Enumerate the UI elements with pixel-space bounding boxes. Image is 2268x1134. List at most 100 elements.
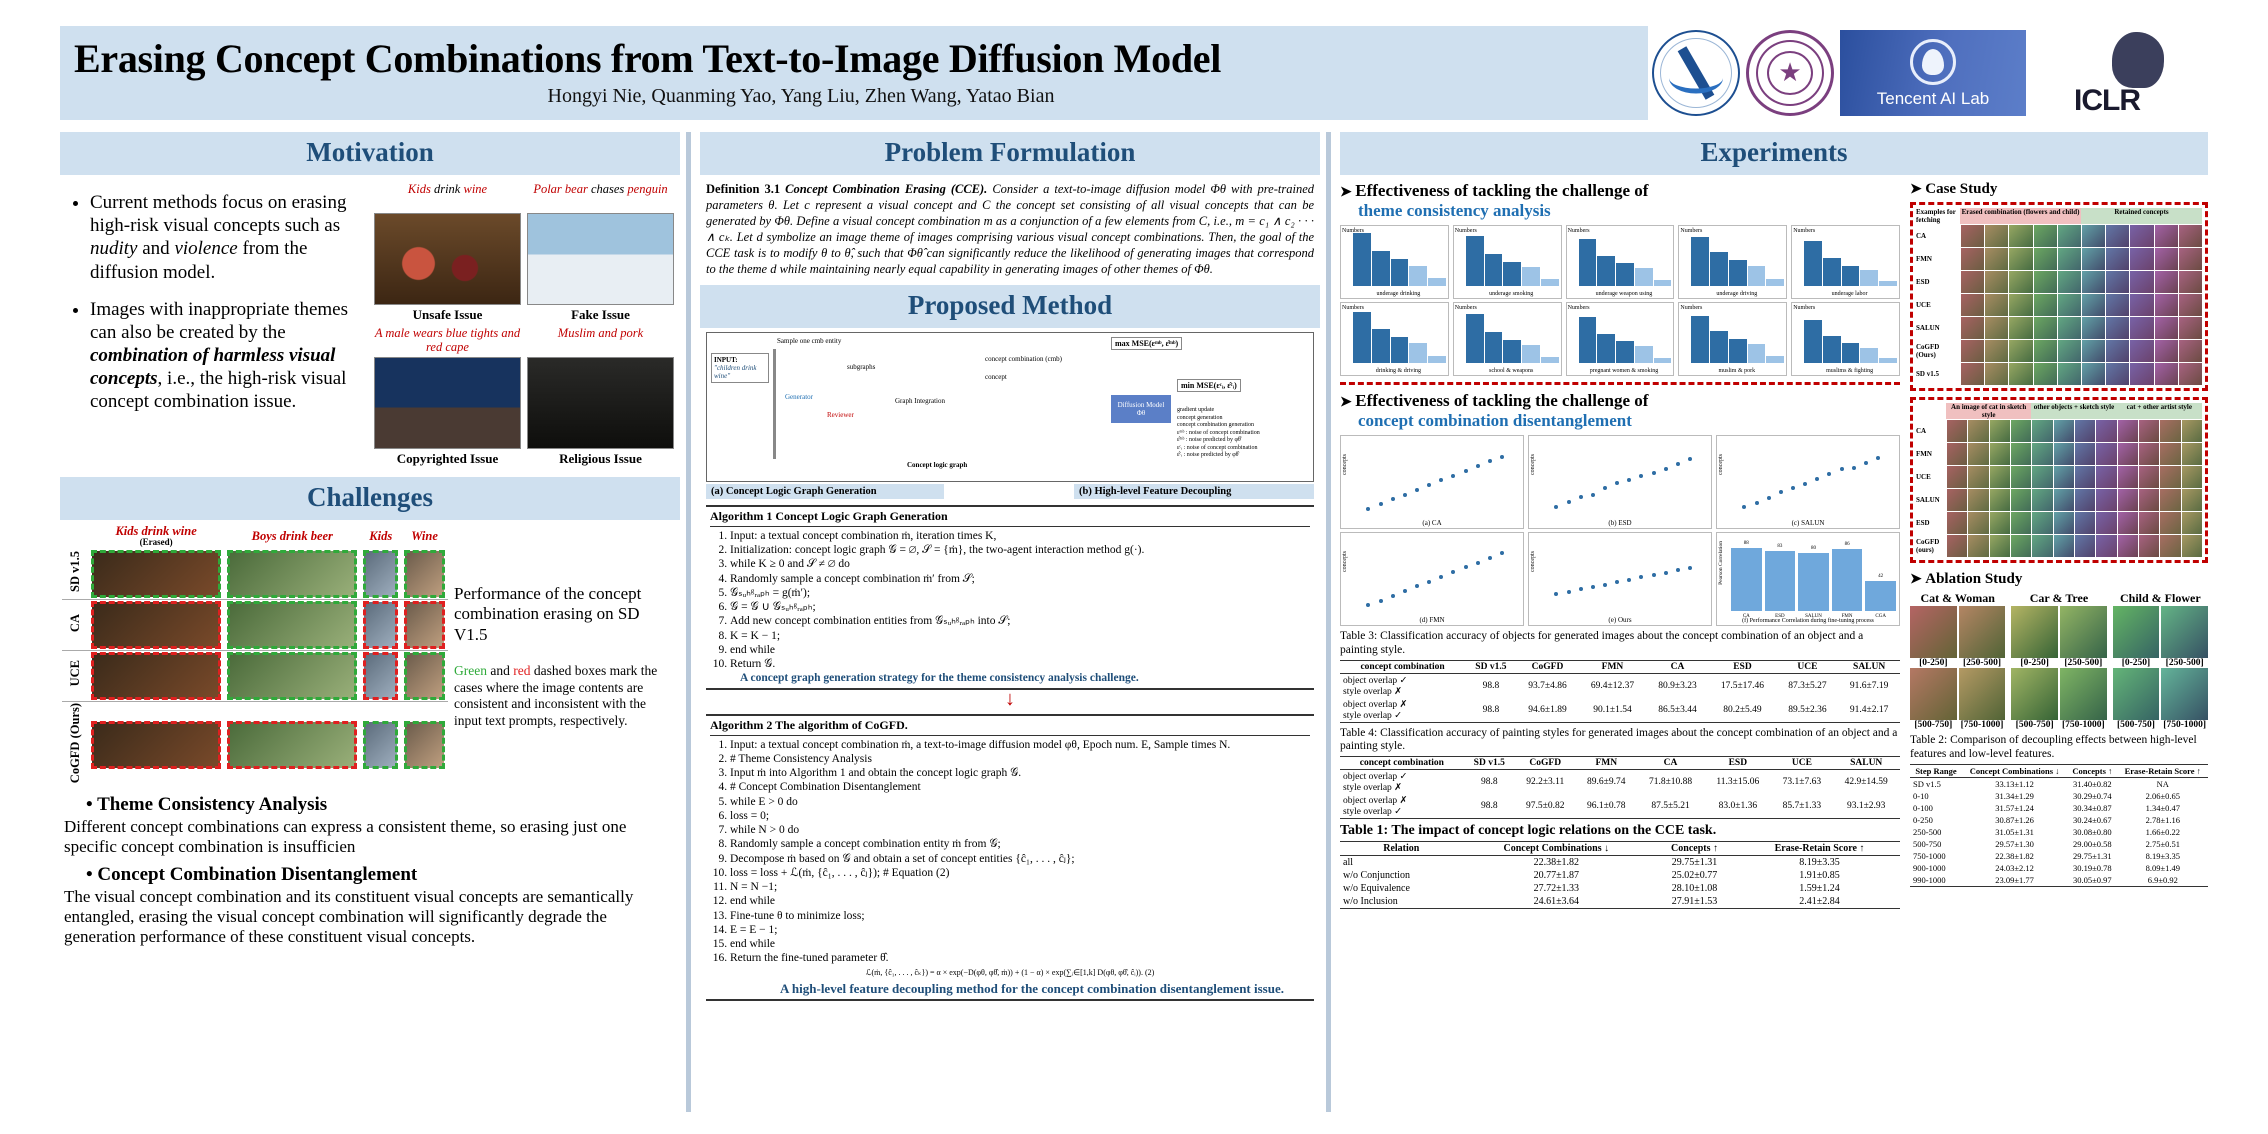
bar [1747, 265, 1766, 286]
ablation-images [1910, 668, 2006, 720]
table-row: 0-250 30.87±1.26 30.24±0.67 2.78±1.16 [1910, 814, 2208, 826]
row-label: object overlap ✗ style overlap ✓ [1340, 697, 1466, 723]
case-col-label: Examples for fetching [1916, 208, 1956, 224]
table-cell: 73.1±7.63 [1782, 777, 1822, 788]
ablation-image [2161, 668, 2208, 720]
row-label: object overlap ✓ style overlap ✗ [1343, 675, 1408, 697]
plot-caption: (a) CA [1422, 519, 1442, 527]
table-cell: 17.5±17.46 [1720, 680, 1765, 691]
challenges-cell [401, 700, 448, 788]
ablation-image [2112, 606, 2160, 658]
table-cell: 30.08±0.80 [2073, 826, 2112, 837]
figure-input-label: INPUT: [714, 356, 738, 364]
table-cell: 1.66±0.22 [2145, 826, 2180, 837]
algorithm-line: Fine-tune θ to minimize loss; [730, 909, 1310, 923]
axis-label-x: muslims & fighting [1826, 368, 1874, 374]
case-thumbnail [1968, 489, 1989, 511]
data-point [1415, 584, 1419, 589]
bar: 88 CA [1731, 541, 1762, 619]
definition-title: Concept Combination Erasing (CCE). [785, 182, 988, 196]
bar-group [1804, 232, 1898, 286]
bar [1428, 355, 1446, 363]
bar-chart: Numbers drinking & driving [1340, 302, 1449, 376]
ablation-range-label: [750-1000] [2061, 720, 2105, 730]
algorithm-line: end while [730, 643, 1310, 657]
experiments-left: Effectiveness of tackling the challenge … [1340, 181, 1900, 910]
ablation-range-labels: [500-750] [750-1000] [2113, 720, 2208, 730]
column-header: Relation [1340, 841, 1463, 857]
algorithm-line: Return 𝒢. [730, 657, 1310, 671]
case-thumbnail [2130, 294, 2154, 316]
bar-chart-row-1: Numbers underage drinking Numbers underage … [1340, 225, 1900, 299]
challenges-cell [224, 549, 360, 600]
case-thumbnail [2106, 248, 2130, 270]
case-thumbnail [2057, 294, 2082, 316]
algorithm-line: Randomly sample a concept combination ṁ′… [730, 572, 1310, 586]
logo-strip: ★ Tencent AI Lab ICLR [1648, 26, 2208, 120]
case-thumbnail [2096, 535, 2117, 557]
table-cell: 89.6±9.74 [1587, 777, 1626, 788]
case-thumbnail [2057, 317, 2082, 339]
section-title-problem-formulation: Problem Formulation [700, 132, 1320, 175]
data-point [1839, 467, 1844, 472]
axis-label-y: Numbers [1567, 305, 1590, 311]
table-row: all 22.38±1.82 29.75±1.31 8.19±3.35 [1340, 856, 1900, 870]
case-thumbnail [2178, 271, 2203, 293]
table-cell: 30.29±0.74 [2073, 790, 2112, 801]
bar-group: 88 CA 83 ESD 80 SALUN 86 FMN 42 CGA [1731, 539, 1896, 619]
case-thumbnail [2138, 512, 2160, 534]
case-study-row: CA [1916, 420, 2202, 442]
section-separator [1340, 382, 1900, 385]
table-row: SD v1.5 33.13±1.12 31.40±0.82 NA [1910, 777, 2208, 790]
table-cell: 24.61±3.64 [1462, 895, 1651, 910]
case-thumbnail [2106, 294, 2130, 316]
bar [1597, 333, 1616, 363]
case-thumbnail [1985, 317, 2009, 339]
case-thumbnail [1961, 248, 1985, 270]
column-header: Step Range [1910, 763, 1962, 778]
axis-label-x: school & weapons [1489, 368, 1534, 374]
case-thumbnail [2181, 420, 2202, 442]
case-thumbnail [1968, 443, 1989, 465]
axis-label-y: Numbers [1342, 228, 1364, 234]
case-study-row: ESD [1916, 271, 2203, 293]
ablation-images [2011, 668, 2107, 720]
figure-legend-cmb: concept combination (cmb) [985, 355, 1062, 363]
challenges-cell [88, 649, 225, 702]
axis-label-y: concepts [1342, 454, 1348, 475]
table-row: 750-1000 22.38±1.82 29.75±1.31 8.19±3.35 [1910, 850, 2208, 862]
data-point [1487, 459, 1492, 464]
table-row: w/o Inclusion 24.61±3.64 27.91±1.53 2.41±2.… [1340, 895, 1900, 910]
case-thumbnail [2181, 512, 2202, 534]
data-point [1675, 461, 1680, 466]
challenges-cell [88, 700, 225, 788]
algorithm-2-title: Algorithm 2 The algorithm of CoGFD. [710, 718, 1310, 736]
column-header: FMN [1578, 659, 1647, 674]
table-cell: 98.8 [1465, 697, 1517, 723]
row-label: w/o Inclusion [1340, 895, 1463, 910]
ablation-study-head: Ablation Study [1910, 571, 2208, 588]
figure-node-reviewer: Reviewer [827, 411, 854, 419]
column-header: CA [1636, 756, 1705, 771]
bar-group [1691, 232, 1785, 286]
case-thumbnail [2138, 443, 2160, 465]
table-cell: 29.75±1.31 [1671, 857, 1718, 869]
table-cell: 96.1±0.78 [1575, 794, 1637, 820]
plot-caption: (c) SALUN [1791, 519, 1825, 527]
column-header: CoGFD [1516, 659, 1579, 674]
challenges-note-body: Green and red dashed boxes mark the case… [454, 663, 658, 728]
bar [1409, 265, 1428, 286]
case-thumbnail [2096, 512, 2117, 534]
case-thumbnail [2106, 317, 2130, 339]
column-divider-2 [1326, 132, 1331, 1112]
data-point [1754, 500, 1759, 505]
case-thumbnail [1947, 535, 1968, 557]
table-row: object overlap ✗ style overlap ✓ 98.8 94.6±… [1340, 697, 1900, 723]
column-header: Erase-Retain Score ↑ [1739, 841, 1900, 857]
figure-node-generator: Generator [785, 393, 813, 401]
column-header: ESD [1704, 756, 1772, 771]
table-cell: 31.05±1.31 [1995, 826, 2034, 837]
case-thumbnail [2117, 443, 2138, 465]
case-thumbnail [2106, 225, 2130, 247]
bar-group [1578, 232, 1672, 286]
